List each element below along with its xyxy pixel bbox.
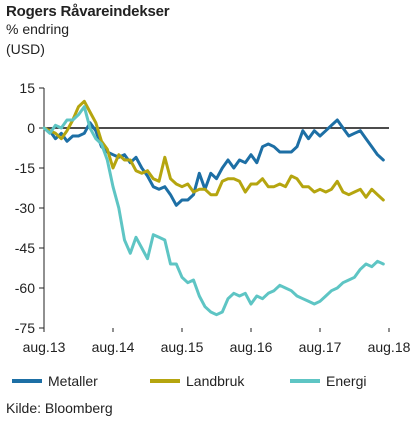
x-tick-label: aug.18 — [368, 339, 411, 355]
y-tick-label: 0 — [27, 120, 35, 136]
chart-subtitle-unit: % endring — [6, 21, 70, 37]
series-line-landbruk — [42, 99, 385, 202]
x-tick-label: aug.15 — [161, 339, 204, 355]
x-tick-label: aug.14 — [92, 339, 135, 355]
legend-label-landbruk: Landbruk — [186, 373, 245, 389]
y-tick-label: -60 — [15, 280, 35, 296]
y-tick-label: -30 — [15, 200, 35, 216]
chart-title: Rogers Råvareindekser — [6, 3, 170, 20]
legend-label-energi: Energi — [326, 373, 366, 389]
x-tick-label: aug.17 — [299, 339, 342, 355]
y-tick-label: -45 — [15, 240, 35, 256]
y-tick-label: 15 — [19, 80, 35, 96]
chart-subtitle-currency: (USD) — [6, 41, 45, 57]
y-tick-label: -15 — [15, 160, 35, 176]
legend-label-metaller: Metaller — [48, 373, 98, 389]
x-tick-label: aug.13 — [23, 339, 66, 355]
series-line-metaller — [42, 118, 385, 207]
series-line-energi — [42, 105, 385, 317]
y-tick-label: -75 — [15, 320, 35, 336]
source-note: Kilde: Bloomberg — [6, 400, 113, 416]
x-tick-label: aug.16 — [230, 339, 273, 355]
